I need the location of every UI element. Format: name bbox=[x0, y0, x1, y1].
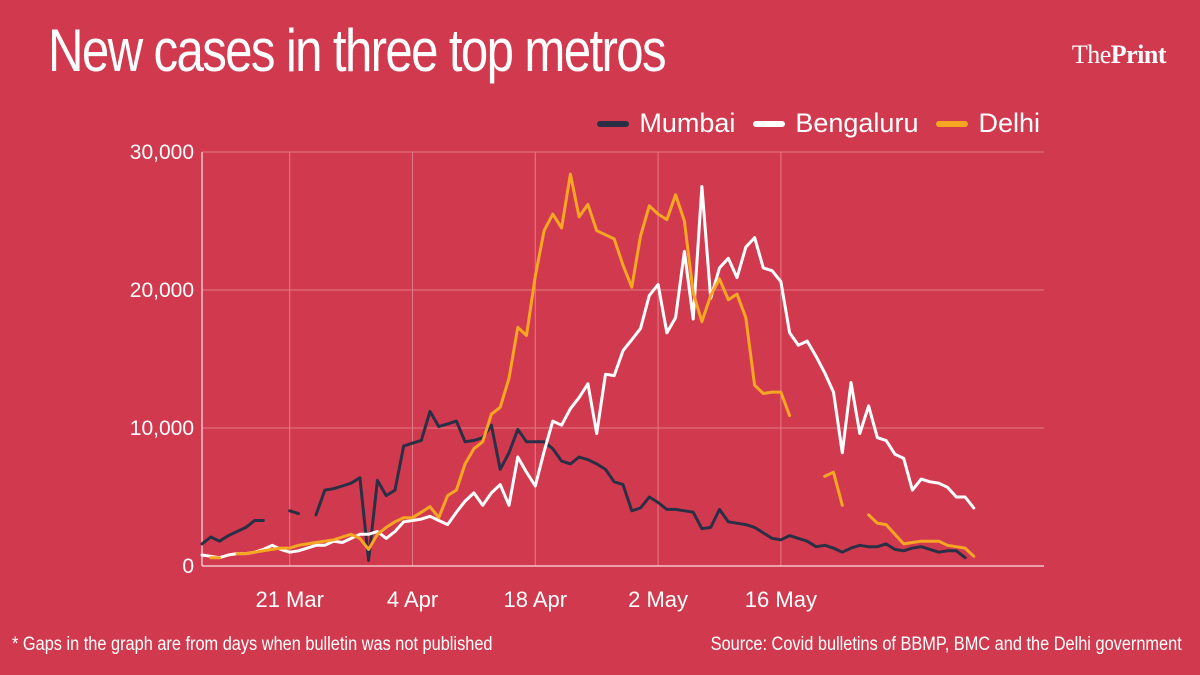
y-tick-label: 20,000 bbox=[130, 279, 194, 302]
series-line-mumbai bbox=[314, 409, 967, 562]
legend-item-bengaluru: Bengaluru bbox=[753, 108, 918, 139]
series-line-bengaluru bbox=[200, 185, 976, 560]
y-tick-label: 30,000 bbox=[130, 141, 194, 164]
series-line-delhi bbox=[823, 470, 844, 507]
chart-legend: Mumbai Bengaluru Delhi bbox=[597, 108, 1040, 139]
series-line-mumbai bbox=[288, 509, 300, 516]
legend-swatch-mumbai bbox=[597, 120, 630, 127]
legend-swatch-bengaluru bbox=[753, 120, 786, 127]
x-tick-label: 18 Apr bbox=[503, 587, 567, 612]
brand-logo: ThePrint bbox=[1071, 40, 1167, 70]
series-line-delhi bbox=[235, 172, 792, 556]
x-tick-label: 16 May bbox=[745, 587, 817, 612]
series-line-mumbai bbox=[200, 519, 265, 546]
legend-label-delhi: Delhi bbox=[978, 108, 1040, 138]
x-tick-label: 21 Mar bbox=[255, 587, 323, 612]
legend-item-mumbai: Mumbai bbox=[597, 108, 735, 139]
x-tick-label: 4 Apr bbox=[387, 587, 438, 612]
legend-item-delhi: Delhi bbox=[936, 108, 1040, 139]
source-note: Source: Covid bulletins of BBMP, BMC and… bbox=[710, 634, 1182, 655]
legend-swatch-delhi bbox=[936, 120, 969, 127]
y-tick-label: 10,000 bbox=[130, 417, 194, 440]
chart-title: New cases in three top metros bbox=[48, 17, 667, 84]
legend-label-bengaluru: Bengaluru bbox=[795, 108, 919, 138]
legend-label-mumbai: Mumbai bbox=[639, 108, 736, 138]
footnote: * Gaps in the graph are from days when b… bbox=[12, 634, 493, 655]
brand-logo-part1: The bbox=[1071, 40, 1111, 69]
x-tick-label: 2 May bbox=[628, 587, 688, 612]
y-tick-label: 0 bbox=[182, 555, 194, 578]
brand-logo-part2: Print bbox=[1110, 40, 1167, 69]
series-line-delhi bbox=[867, 513, 976, 558]
